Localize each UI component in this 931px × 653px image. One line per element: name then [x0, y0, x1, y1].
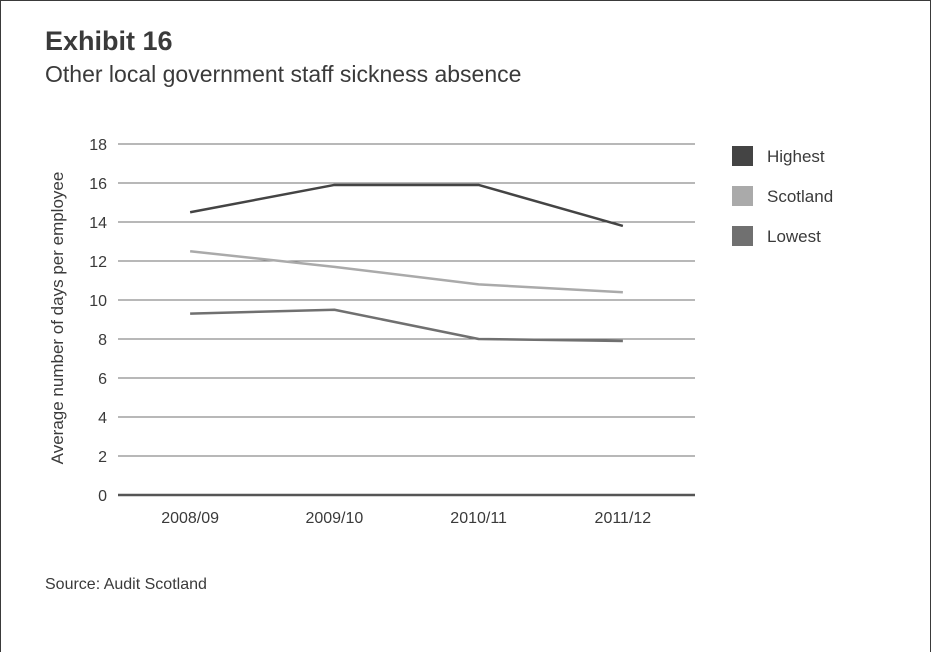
y-tick-label: 10	[89, 293, 107, 310]
y-axis-label: Average number of days per employee	[48, 172, 67, 465]
exhibit-label: Exhibit 16	[45, 26, 173, 56]
legend-swatch-scotland	[732, 186, 753, 206]
x-tick-label: 2008/09	[161, 510, 219, 527]
series-lines	[189, 183, 624, 343]
y-tick-label: 14	[89, 215, 107, 232]
series-line-scotland	[189, 250, 623, 294]
chart-title: Other local government staff sickness ab…	[45, 61, 522, 87]
x-tick-label: 2010/11	[450, 510, 507, 527]
y-tick-label: 8	[98, 332, 107, 349]
y-tick-label: 4	[98, 410, 107, 427]
legend-label-scotland: Scotland	[767, 187, 833, 206]
legend-swatch-lowest	[732, 226, 753, 246]
y-tick-label: 16	[89, 176, 107, 193]
series-line-highest	[189, 183, 624, 228]
y-tick-label: 12	[89, 254, 107, 271]
y-tick-label: 2	[98, 449, 107, 466]
gridlines	[118, 143, 695, 497]
x-tick-label: 2009/10	[305, 510, 363, 527]
y-tick-label: 0	[98, 488, 107, 505]
series-line-lowest	[190, 308, 623, 343]
legend-swatch-highest	[732, 146, 753, 166]
y-tick-label: 18	[89, 137, 107, 154]
source-note: Source: Audit Scotland	[45, 576, 207, 593]
y-tick-label: 6	[98, 371, 107, 388]
legend-label-highest: Highest	[767, 147, 825, 166]
legend: Highest Scotland Lowest	[732, 146, 833, 246]
legend-label-lowest: Lowest	[767, 227, 821, 246]
y-axis-ticks: 0 2 4 6 8 10 12 14 16 18	[89, 137, 107, 505]
x-axis-ticks: 2008/09 2009/10 2010/11 2011/12	[161, 510, 651, 527]
x-tick-label: 2011/12	[595, 510, 652, 527]
